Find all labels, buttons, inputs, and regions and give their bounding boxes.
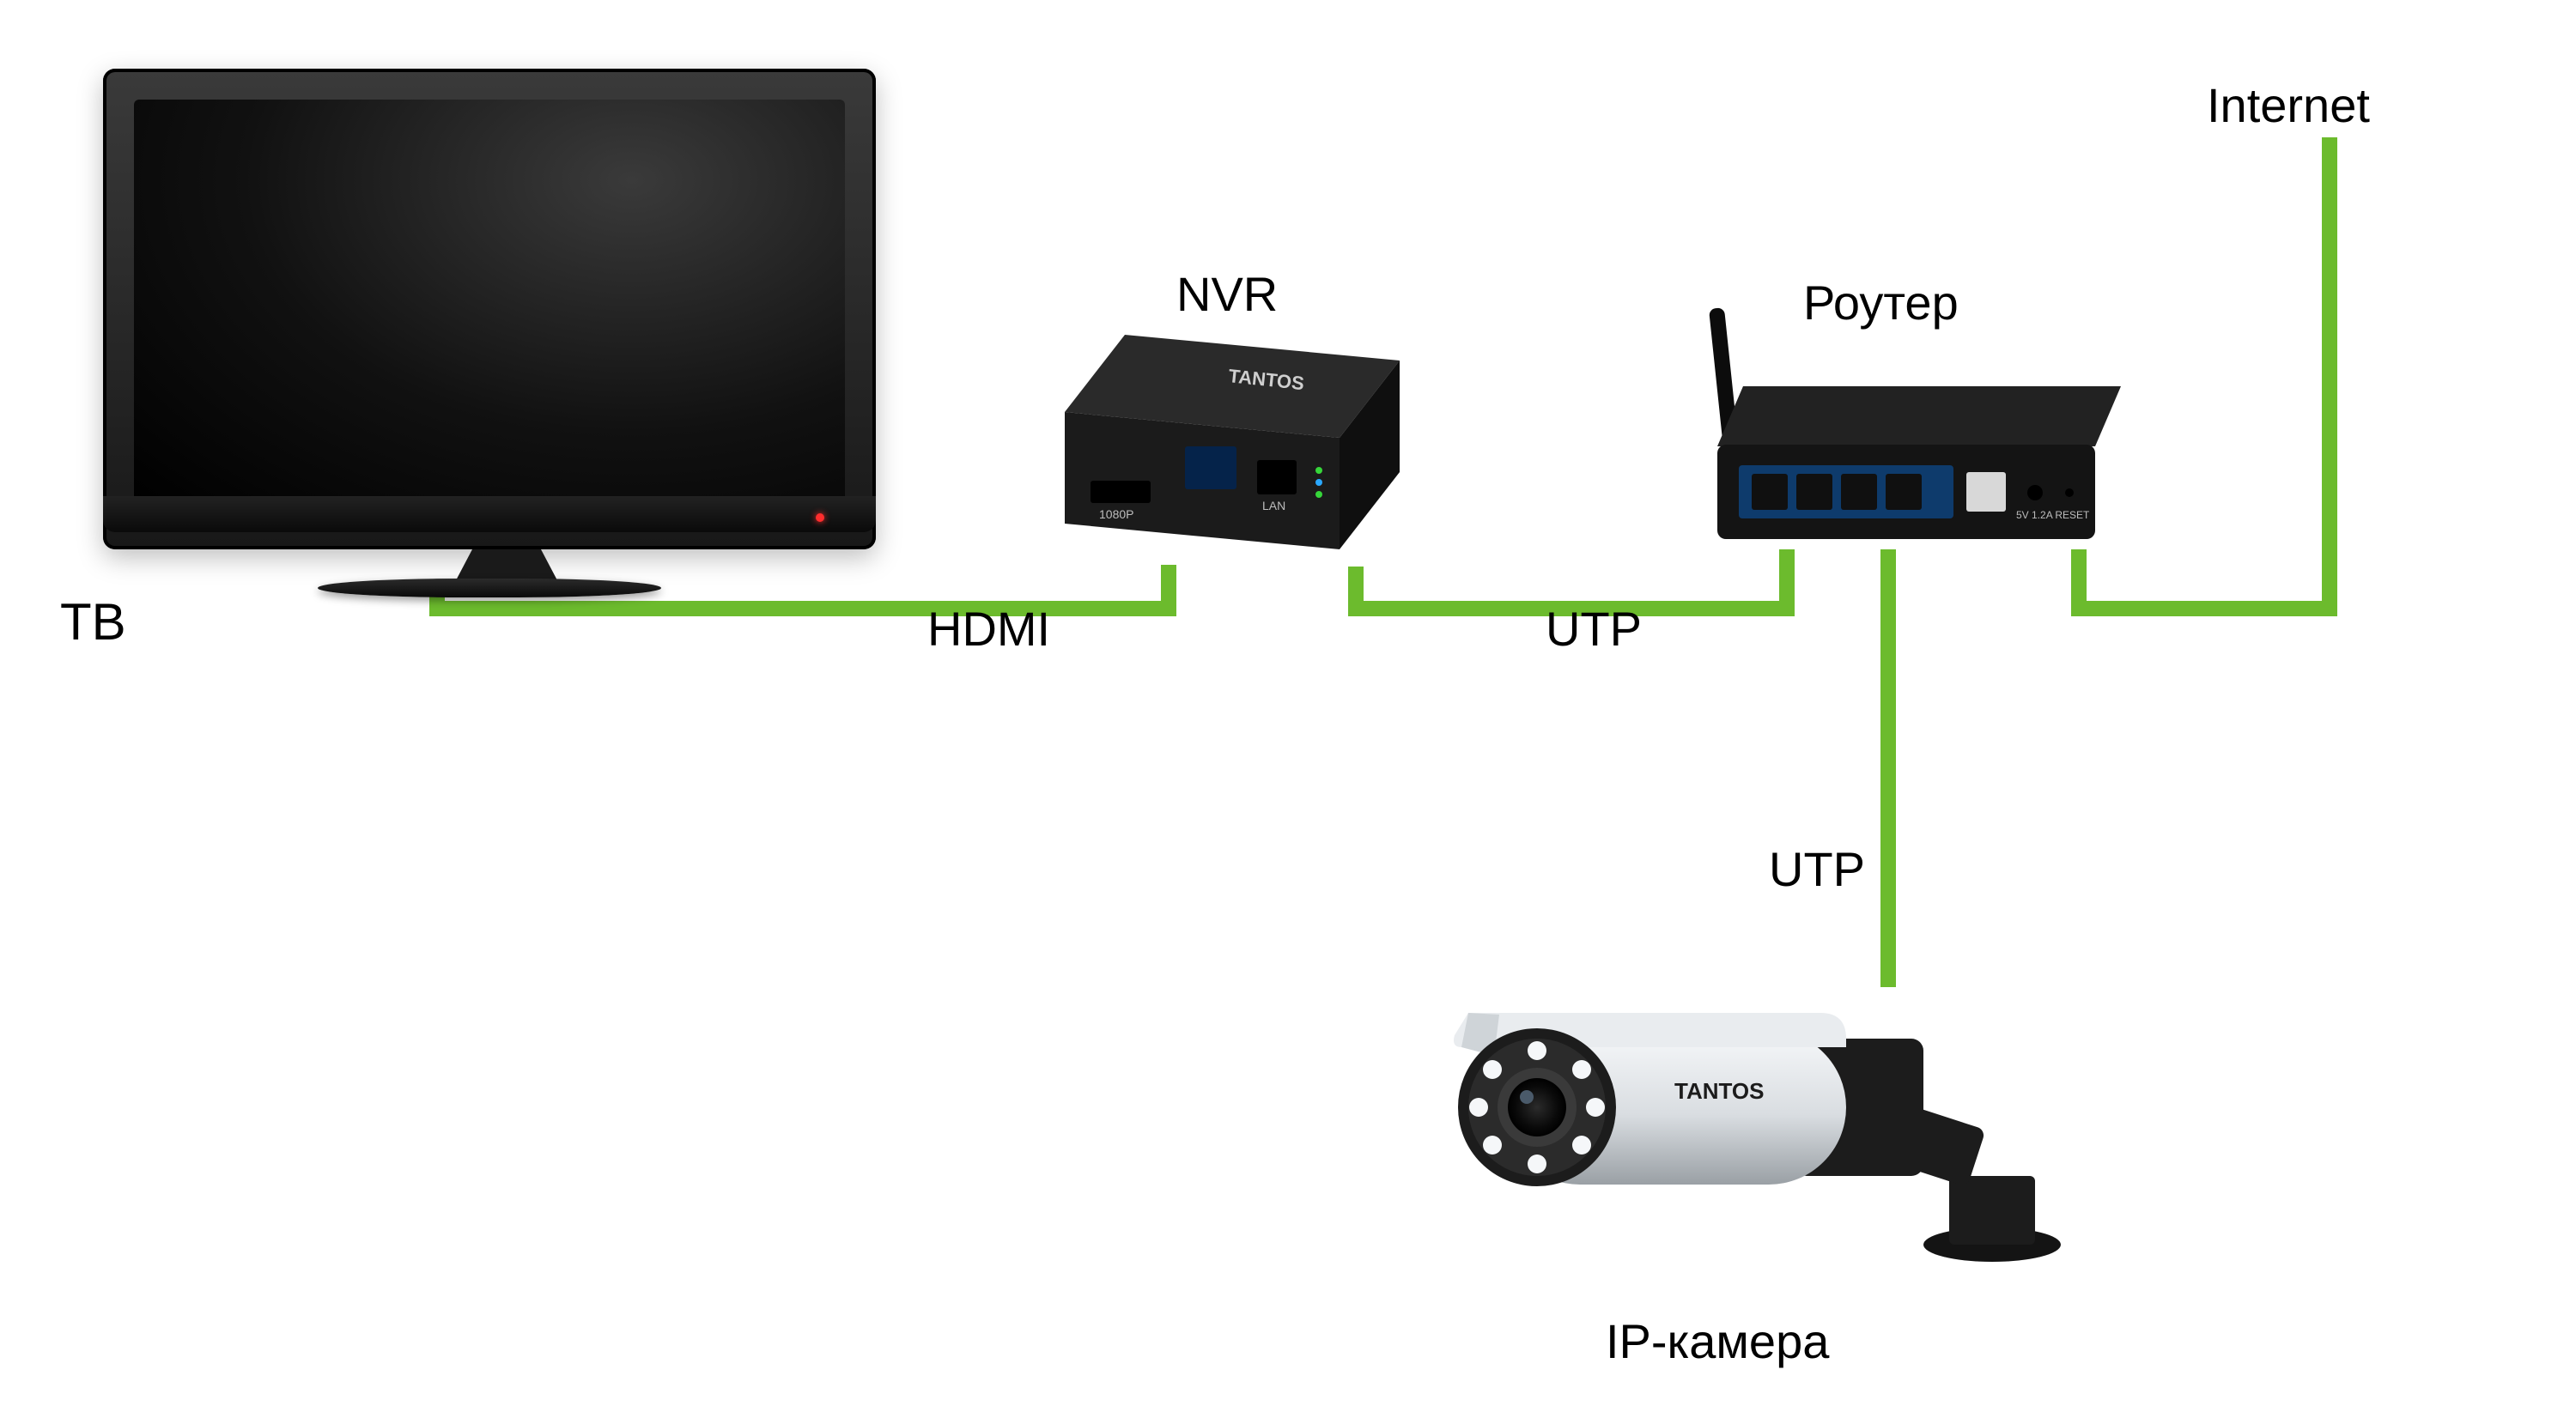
nvr-hdmi-label: 1080P	[1099, 507, 1133, 521]
network-diagram: TANTOS 1080P LAN	[0, 0, 2576, 1406]
nvr-device: TANTOS 1080P LAN	[1056, 335, 1417, 567]
cable-hdmi	[1161, 565, 1176, 616]
cable-hdmi	[429, 601, 1176, 616]
label-utp-top: UTP	[1546, 601, 1642, 657]
tv-led-icon	[816, 513, 824, 522]
camera-brand: TANTOS	[1674, 1078, 1764, 1104]
router-device: 5V 1.2A RESET	[1692, 335, 2138, 575]
label-tv: ТВ	[60, 592, 126, 651]
nvr-lan-label: LAN	[1262, 499, 1285, 512]
cable-utp-camera	[1880, 549, 1896, 987]
label-utp-bottom: UTP	[1769, 841, 1865, 897]
router-port-label: 5V 1.2A RESET	[2016, 509, 2090, 521]
label-hdmi: HDMI	[927, 601, 1050, 657]
cable-internet	[2322, 137, 2337, 616]
cable-utp-nvr-router	[1348, 567, 1364, 616]
cable-internet	[2071, 601, 2337, 616]
tv-frame	[103, 69, 876, 549]
tv-base	[318, 579, 661, 597]
tv-device	[103, 69, 876, 601]
tv-screen	[134, 100, 845, 503]
tv-bezel	[103, 496, 876, 532]
label-internet: Internet	[2207, 77, 2370, 133]
label-camera: IP-камера	[1606, 1313, 1829, 1369]
tv-neck	[455, 549, 558, 582]
label-nvr: NVR	[1176, 266, 1278, 322]
label-router: Роутер	[1803, 275, 1959, 330]
camera-device: TANTOS	[1417, 961, 2087, 1288]
